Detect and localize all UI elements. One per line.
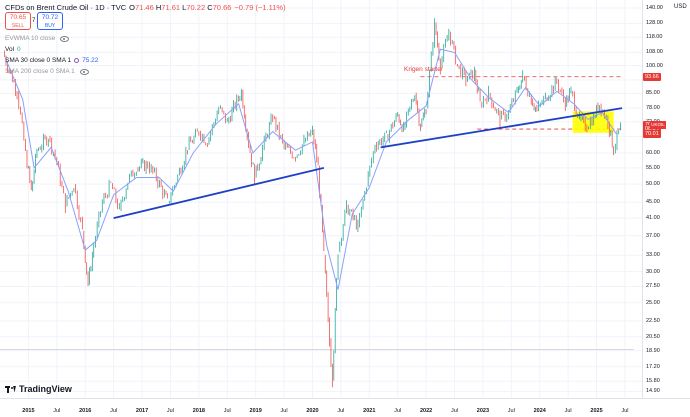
time-tick-label: 2022 — [419, 408, 433, 414]
time-tick-label: Jul — [280, 408, 288, 414]
time-tick-label: Jul — [223, 408, 231, 414]
price-tick-label: 30.00 — [646, 268, 660, 275]
ohlc-l: L70.22 — [182, 3, 206, 12]
trendline — [380, 107, 623, 149]
price-tick-label: 15.80 — [646, 378, 660, 385]
time-tick-label: 2020 — [306, 408, 319, 414]
tradingview-logo-icon — [5, 385, 17, 393]
ohlc-readout: O71.46 H71.61 L70.22 C70.66 — [129, 3, 231, 12]
price-tick-label: 22.50 — [646, 317, 660, 324]
price-tick-label: 60.00 — [646, 149, 660, 156]
sma-polyline — [5, 48, 617, 290]
price-tag: 70.01 — [643, 130, 661, 139]
price-tick-label: 85.00 — [646, 90, 660, 97]
buy-label: BUY — [44, 23, 56, 29]
time-axis[interactable] — [0, 398, 690, 417]
price-tick-label: 27.50 — [646, 283, 660, 290]
time-tick-label: 2021 — [363, 408, 376, 414]
time-tick-label: 2015 — [22, 408, 35, 414]
sma-settings-icon[interactable] — [74, 58, 80, 63]
time-tick-label: 2018 — [192, 408, 205, 414]
indicator-sma30[interactable]: SMA 30 close 0 SMA 1 75.22 — [5, 57, 98, 64]
buy-button[interactable]: 70.72 BUY — [37, 12, 63, 30]
horizontal-levels — [0, 76, 634, 351]
indicator-vol-value: 0 — [17, 46, 21, 53]
eye-icon[interactable] — [60, 35, 70, 42]
price-tick-label: 33.00 — [646, 252, 660, 259]
tradingview-logo[interactable]: TradingView — [5, 384, 72, 394]
time-tick-label: 2025 — [590, 408, 603, 414]
price-series — [4, 18, 621, 388]
price-tick-label: 45.00 — [646, 199, 660, 206]
price-tick-label: 41.00 — [646, 215, 660, 222]
indicator-vol-label: Vol — [5, 46, 15, 53]
annotation-text[interactable]: Krigen starter — [404, 65, 444, 73]
indicator-evwma-label: EVWMA 10 close — [5, 35, 56, 42]
price-axis-unit: USD — [674, 4, 687, 10]
price-tick-label: 37.00 — [646, 232, 660, 239]
price-tick-label: 25.00 — [646, 299, 660, 306]
sell-price: 70.65 — [9, 14, 27, 21]
eye-icon[interactable] — [79, 68, 89, 75]
indicator-vol[interactable]: Vol 0 — [5, 46, 21, 53]
indicator-sma30-label: SMA 30 close 0 SMA 1 — [5, 57, 72, 64]
indicator-evwma[interactable]: EVWMA 10 close — [5, 35, 70, 42]
time-tick-label: 2016 — [79, 408, 92, 414]
price-tick-label: 50.00 — [646, 181, 660, 188]
highlight-box — [572, 111, 614, 133]
price-tick-label: 118.00 — [646, 34, 663, 41]
price-tick-label: 108.00 — [646, 49, 663, 56]
price-tick-label: 55.00 — [646, 164, 660, 171]
price-tick-label: 100.00 — [646, 62, 663, 69]
ohlc-c: C70.66 — [207, 3, 232, 12]
symbol-legend[interactable]: CFDs on Brent Crude Oil · 1D · TVC O71.4… — [5, 3, 286, 12]
price-tick-label: 20.50 — [646, 333, 660, 340]
price-tick-label: 128.00 — [646, 20, 663, 27]
trendline — [113, 167, 325, 220]
time-tick-label: Jul — [621, 408, 629, 414]
sell-label: SELL — [11, 23, 25, 29]
highlight-zone — [572, 111, 614, 133]
price-tick-label: 18.90 — [646, 347, 660, 354]
buy-price: 70.72 — [41, 14, 59, 21]
time-tick-label: Jul — [166, 408, 174, 414]
time-tick-label: 2017 — [135, 408, 149, 414]
spread-value: 7 — [32, 18, 36, 24]
indicator-sma200-label: SMA 200 close 0 SMA 1 — [5, 68, 75, 75]
change-readout: −0.79 (−1.11%) — [234, 3, 286, 12]
time-tick-label: 2019 — [249, 408, 262, 414]
time-tick-label: Jul — [394, 408, 402, 414]
time-tick-label: Jul — [110, 408, 118, 414]
trendlines — [113, 107, 623, 220]
time-tick-label: Jul — [337, 408, 345, 414]
ohlc-h: H71.61 — [155, 3, 181, 12]
price-tick-label: 14.90 — [646, 388, 660, 395]
price-tick-label: 78.00 — [646, 105, 660, 112]
time-tick-label: 2024 — [533, 408, 546, 414]
time-tick-label: 2023 — [476, 408, 490, 414]
ohlc-o: O71.46 — [129, 3, 154, 12]
price-tick-label: 140.00 — [646, 5, 663, 11]
symbol-title[interactable]: CFDs on Brent Crude Oil · 1D · TVC — [5, 3, 127, 12]
price-tag: 93.66 — [643, 72, 661, 81]
sell-button[interactable]: 70.65 SELL — [5, 12, 31, 30]
price-axis[interactable] — [642, 0, 690, 398]
symbol-tag: UKOIL — [650, 121, 666, 129]
time-tick-label: Jul — [53, 408, 61, 414]
indicator-sma30-value: 75.22 — [82, 57, 99, 64]
indicator-sma200[interactable]: SMA 200 close 0 SMA 1 — [5, 68, 89, 75]
time-tick-label: Jul — [564, 408, 572, 414]
price-tick-label: 17.20 — [646, 363, 660, 370]
sma-line — [5, 48, 617, 290]
time-tick-label: Jul — [450, 408, 459, 414]
time-tick-label: Jul — [507, 408, 515, 414]
